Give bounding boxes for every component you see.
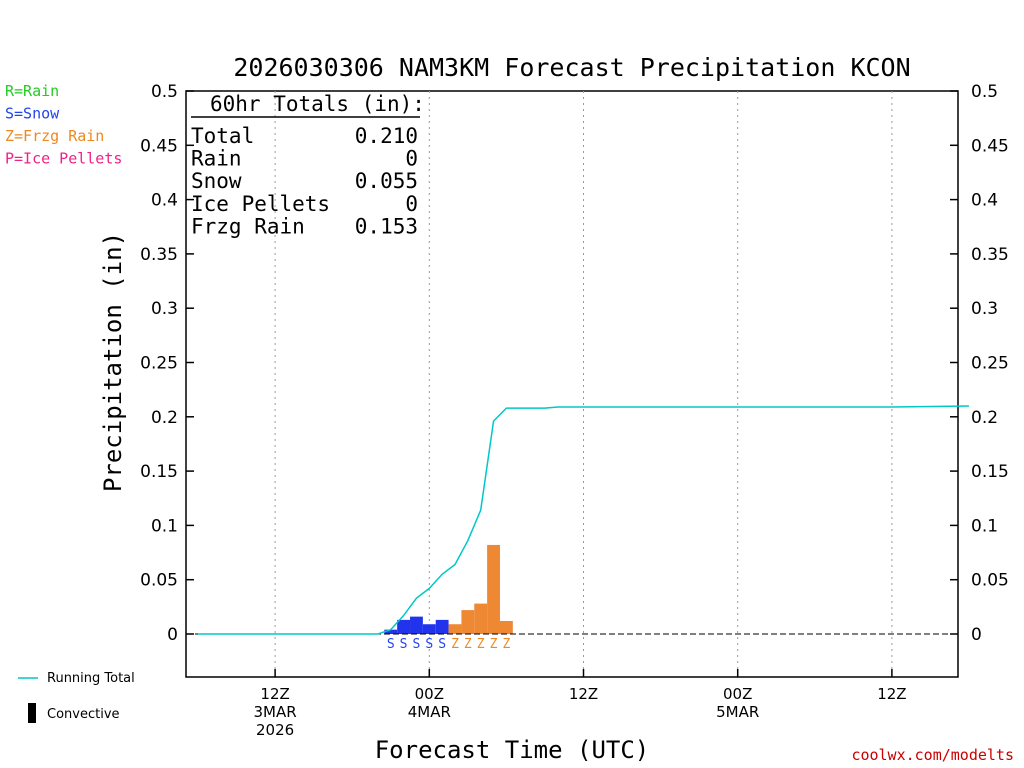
x-tick-label: 00Z <box>415 685 444 703</box>
plot-frame <box>185 90 959 678</box>
bottom-legend-label: Convective <box>47 707 120 722</box>
running-total-series <box>198 405 970 635</box>
totals-row-label: Ice Pellets <box>191 192 330 216</box>
precip-bar <box>487 544 500 634</box>
y-tick-label-left: 0.5 <box>151 82 178 102</box>
precip-bar <box>448 624 462 634</box>
y-tick-label-left: 0.4 <box>151 191 178 211</box>
ptype-label: S <box>425 637 433 652</box>
x-tick-label: 3MAR <box>254 703 297 721</box>
chart-title: 2026030306 NAM3KM Forecast Precipitation… <box>233 53 910 82</box>
y-tick-label-right: 0.2 <box>971 408 998 428</box>
ptype-legend: R=Rain S=Snow Z=Frzg Rain P=Ice Pellets <box>5 82 122 168</box>
x-axis-label: Forecast Time (UTC) <box>375 736 650 764</box>
y-axis-label: Precipitation (in) <box>99 232 127 492</box>
y-tick-label-left: 0.1 <box>151 516 178 536</box>
y-tick-label-right: 0.5 <box>971 82 998 102</box>
y-tick-label-left: 0.15 <box>140 462 178 482</box>
x-tick-label: 4MAR <box>408 703 451 721</box>
bottom-legend-label: Running Total <box>47 671 135 686</box>
totals-row-value: 0.153 <box>355 214 418 238</box>
x-tick-label: 12Z <box>260 685 289 703</box>
ptype-legend-item: Z=Frzg Rain <box>5 127 104 145</box>
running-total-line <box>198 405 970 635</box>
y-tick-label-right: 0.4 <box>971 191 998 211</box>
x-tick-label: 12Z <box>877 685 906 703</box>
y-ticks-right: 0.5 0.45 0.4 0.35 0.3 0.25 0.2 0.15 0.1 0.05 0 <box>950 82 1009 645</box>
x-tick-label: 5MAR <box>716 703 759 721</box>
totals-row-label: Snow <box>191 169 242 193</box>
totals-row-value: 0 <box>405 192 418 216</box>
precip-bar <box>397 619 411 634</box>
totals-row-label: Total <box>191 124 254 148</box>
grid <box>274 91 893 677</box>
totals-row-label: Frzg Rain <box>191 214 305 238</box>
totals-box: 60hr Totals (in): Total 0.210 Rain 0 Snow 0.0… <box>191 92 425 238</box>
totals-row-value: 0.210 <box>355 124 418 148</box>
ptype-label: Z <box>502 637 510 652</box>
x-tick-label: 12Z <box>569 685 598 703</box>
y-tick-label-right: 0.15 <box>971 462 1009 482</box>
y-tick-label-right: 0.1 <box>971 516 998 536</box>
precip-bar <box>422 624 436 634</box>
y-tick-label-right: 0.35 <box>971 245 1009 265</box>
precip-bar <box>410 616 423 634</box>
ptype-legend-item: R=Rain <box>5 82 59 100</box>
y-tick-label-left: 0.35 <box>140 245 178 265</box>
y-tick-label-left: 0.45 <box>140 136 178 156</box>
ptype-label: S <box>387 637 395 652</box>
ptype-legend-item: S=Snow <box>5 105 60 123</box>
y-tick-label-right: 0.45 <box>971 136 1009 156</box>
y-tick-label-right: 0 <box>971 625 982 645</box>
ptype-label: S <box>400 637 408 652</box>
precip-bar <box>384 629 398 634</box>
bottom-legend: Running Total Convective <box>18 671 135 723</box>
y-tick-label-right: 0.05 <box>971 571 1009 591</box>
y-tick-label-right: 0.25 <box>971 354 1009 374</box>
ptype-label: Z <box>477 637 485 652</box>
totals-row-label: Rain <box>191 147 242 171</box>
convective-legend-swatch <box>28 703 36 723</box>
ptype-legend-item: P=Ice Pellets <box>5 150 122 168</box>
totals-row-value: 0.055 <box>355 169 418 193</box>
precip-bar <box>499 620 513 634</box>
y-ticks-left: 0.5 0.45 0.4 0.35 0.3 0.25 0.2 0.15 0.1 0.05 0 <box>140 82 194 645</box>
ptype-label: S <box>438 637 446 652</box>
ptype-label: Z <box>464 637 472 652</box>
totals-row-value: 0 <box>405 147 418 171</box>
credit-text: coolwx.com/modelts <box>851 746 1014 764</box>
y-tick-label-left: 0.25 <box>140 354 178 374</box>
y-tick-label-left: 0 <box>167 625 178 645</box>
x-tick-label: 2026 <box>256 721 294 739</box>
y-tick-label-left: 0.3 <box>151 299 178 319</box>
precip-bar <box>435 619 449 634</box>
precip-bar <box>461 610 475 634</box>
y-tick-label-right: 0.3 <box>971 299 998 319</box>
x-tick-label: 00Z <box>723 685 752 703</box>
ptype-label: Z <box>490 637 498 652</box>
ptype-label: S <box>413 637 421 652</box>
totals-heading: 60hr Totals (in): <box>210 92 425 116</box>
precip-bar <box>474 603 488 634</box>
y-tick-label-left: 0.2 <box>151 408 178 428</box>
y-tick-label-left: 0.05 <box>140 571 178 591</box>
ptype-label: Z <box>451 637 459 652</box>
